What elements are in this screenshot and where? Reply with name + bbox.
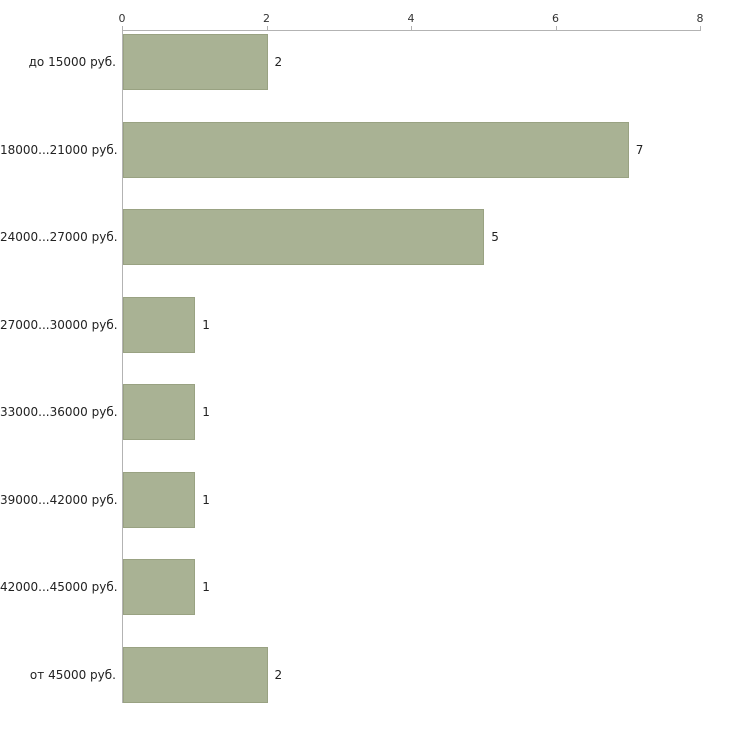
y-axis-line bbox=[122, 30, 123, 703]
category-label: от 45000 руб. bbox=[29, 667, 116, 682]
bar-value-label: 1 bbox=[202, 580, 210, 594]
category-label: 24000...27000 руб. bbox=[0, 230, 118, 244]
bar bbox=[123, 209, 485, 265]
bar-value-label: 2 bbox=[274, 667, 283, 682]
bar-value-label: 1 bbox=[202, 492, 210, 507]
bar bbox=[123, 296, 196, 353]
x-axis-tick bbox=[266, 26, 268, 30]
bar-value-label: 5 bbox=[491, 230, 499, 244]
category-label: до 15000 руб. bbox=[28, 55, 116, 69]
x-axis-tick bbox=[555, 26, 557, 30]
x-axis-tick-label: 0 bbox=[118, 12, 126, 25]
x-axis-tick bbox=[411, 26, 412, 30]
category-label: 33000...36000 руб. bbox=[0, 405, 118, 419]
bar bbox=[123, 34, 268, 90]
bar bbox=[123, 121, 629, 178]
category-label: 18000...21000 руб. bbox=[0, 142, 118, 157]
bar bbox=[123, 384, 196, 440]
category-label: 42000...45000 руб. bbox=[0, 580, 118, 594]
bar bbox=[123, 559, 196, 615]
x-axis-tick bbox=[700, 26, 701, 30]
bar-value-label: 7 bbox=[635, 142, 644, 157]
x-axis-tick bbox=[122, 26, 123, 30]
bar-value-label: 2 bbox=[274, 55, 283, 69]
x-axis-tick-label: 6 bbox=[552, 12, 559, 25]
category-label: 39000...42000 руб. bbox=[0, 492, 118, 507]
bar bbox=[123, 646, 268, 703]
bar-value-label: 1 bbox=[202, 317, 210, 332]
x-axis-line bbox=[122, 30, 701, 31]
category-label: 27000...30000 руб. bbox=[0, 317, 118, 332]
x-axis-tick-label: 2 bbox=[263, 12, 270, 25]
bar-value-label: 1 bbox=[202, 405, 210, 419]
x-axis-tick-label: 4 bbox=[407, 12, 415, 25]
x-axis-tick-label: 8 bbox=[696, 12, 704, 25]
bar bbox=[123, 471, 196, 528]
